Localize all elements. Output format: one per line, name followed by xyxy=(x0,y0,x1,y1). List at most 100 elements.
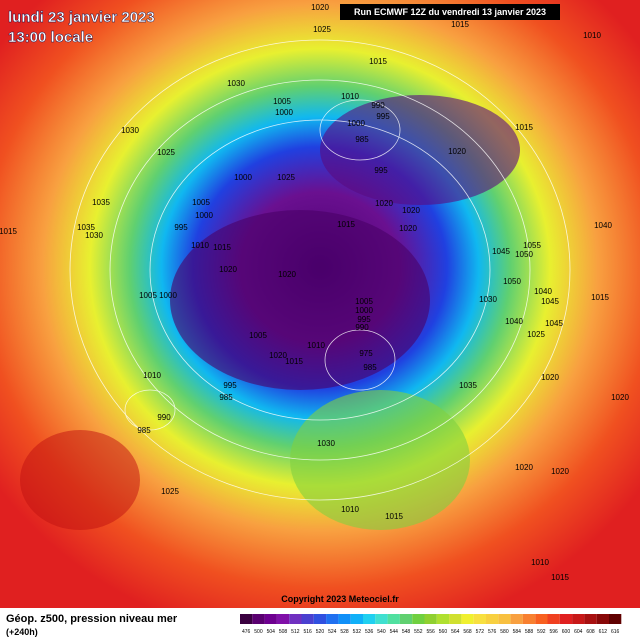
scale-label: 540 xyxy=(377,629,386,635)
scale-swatch xyxy=(572,614,585,624)
scale-swatch xyxy=(449,614,462,624)
scale-swatch xyxy=(436,614,450,624)
isobar-label: 1015 xyxy=(213,243,231,252)
scale-swatch xyxy=(313,614,327,624)
isobar-label: 1050 xyxy=(515,250,533,259)
vortex xyxy=(170,210,430,390)
scale-label: 500 xyxy=(254,629,263,635)
isobar-label: 1040 xyxy=(534,287,552,296)
isobar-label: 1020 xyxy=(611,393,629,402)
isobar-label: 1030 xyxy=(85,231,103,240)
scale-label: 504 xyxy=(267,629,276,635)
isobar-label: 1030 xyxy=(227,79,245,88)
isobar-label: 1040 xyxy=(505,317,523,326)
scale-label: 560 xyxy=(439,629,448,635)
scale-label: 580 xyxy=(500,629,509,635)
scale-swatch xyxy=(609,614,622,624)
scale-swatch xyxy=(596,614,609,624)
time: 13:00 locale xyxy=(8,29,93,46)
isobar-label: 985 xyxy=(363,363,377,372)
scale-swatch xyxy=(350,614,363,624)
scale-swatch xyxy=(473,614,486,624)
scale-swatch xyxy=(498,614,511,624)
isobar-label: 1030 xyxy=(317,439,335,448)
scale-swatch xyxy=(240,614,253,624)
scale-swatch xyxy=(461,614,474,624)
scale-swatch xyxy=(535,614,548,624)
isobar-label: 1000 xyxy=(195,211,213,220)
vortex xyxy=(320,95,520,205)
isobar-label: 1020 xyxy=(311,3,329,12)
scale-label: 508 xyxy=(279,629,288,635)
isobar-label: 1015 xyxy=(591,293,609,302)
isobar-label: 985 xyxy=(355,135,369,144)
isobar-label: 1000 xyxy=(355,306,373,315)
scale-label: 520 xyxy=(316,629,325,635)
isobar-label: 1015 xyxy=(0,227,17,236)
scale-swatch xyxy=(412,614,425,624)
isobar-label: 1015 xyxy=(285,357,303,366)
isobar-label: 1055 xyxy=(523,241,541,250)
isobar-label: 1025 xyxy=(157,148,175,157)
scale-label: 584 xyxy=(513,629,522,635)
isobar-label: 1015 xyxy=(451,20,469,29)
isobar-label: 1015 xyxy=(337,220,355,229)
isobar-label: 1025 xyxy=(161,487,179,496)
isobar-label: 1010 xyxy=(191,241,209,250)
isobar-label: 1010 xyxy=(307,341,325,350)
isobar-label: 1000 xyxy=(275,108,293,117)
isobar-label: 1030 xyxy=(479,295,497,304)
scale-swatch xyxy=(547,614,560,624)
isobar-label: 1005 xyxy=(139,291,157,300)
isobar-label: 990 xyxy=(355,323,369,332)
isobar-label: 1025 xyxy=(527,330,545,339)
green-zone xyxy=(290,390,470,530)
isobar-label: 1005 xyxy=(355,297,373,306)
isobar-label: 1010 xyxy=(583,31,601,40)
isobar-label: 975 xyxy=(359,349,373,358)
date: lundi 23 janvier 2023 xyxy=(8,9,155,26)
isobar-label: 1015 xyxy=(515,123,533,132)
scale-label: 544 xyxy=(390,629,399,635)
lead-time: (+240h) xyxy=(6,627,38,637)
isobar-label: 1010 xyxy=(341,92,359,101)
isobar-label: 1030 xyxy=(121,126,139,135)
scale-label: 596 xyxy=(549,629,558,635)
isobar-label: 1035 xyxy=(459,381,477,390)
isobar-label: 1015 xyxy=(551,573,569,582)
scale-swatch xyxy=(510,614,523,624)
isobar-label: 1000 xyxy=(159,291,177,300)
scale-swatch xyxy=(326,614,339,624)
scale-label: 608 xyxy=(586,629,595,635)
scale-label: 572 xyxy=(476,629,485,635)
isobar-label: 1020 xyxy=(551,467,569,476)
copyright: Copyright 2023 Meteociel.fr xyxy=(281,594,399,604)
isobar-label: 1020 xyxy=(269,351,287,360)
legend-title: Géop. z500, pression niveau mer xyxy=(6,613,178,625)
run-label: Run ECMWF 12Z du vendredi 13 janvier 202… xyxy=(354,7,546,17)
scale-swatch xyxy=(522,614,536,624)
scale-label: 616 xyxy=(611,629,620,635)
isobar-label: 1005 xyxy=(249,331,267,340)
scale-label: 476 xyxy=(242,629,251,635)
scale-label: 536 xyxy=(365,629,374,635)
scale-swatch xyxy=(399,614,413,624)
red-zone xyxy=(20,430,140,530)
isobar-label: 1000 xyxy=(347,119,365,128)
run-box xyxy=(340,4,560,20)
isobar-label: 990 xyxy=(157,413,171,422)
scale-swatch xyxy=(584,614,597,624)
isobar-label: 985 xyxy=(219,393,233,402)
isobar-label: 1040 xyxy=(594,221,612,230)
isobar-label: 1005 xyxy=(192,198,210,207)
isobar-label: 1020 xyxy=(219,265,237,274)
isobar-label: 995 xyxy=(374,166,388,175)
scale-label: 604 xyxy=(574,629,583,635)
isobar-label: 1020 xyxy=(515,463,533,472)
scale-label: 568 xyxy=(463,629,472,635)
scale-label: 576 xyxy=(488,629,497,635)
isobars xyxy=(69,39,571,501)
isobar-label: 995 xyxy=(223,381,237,390)
